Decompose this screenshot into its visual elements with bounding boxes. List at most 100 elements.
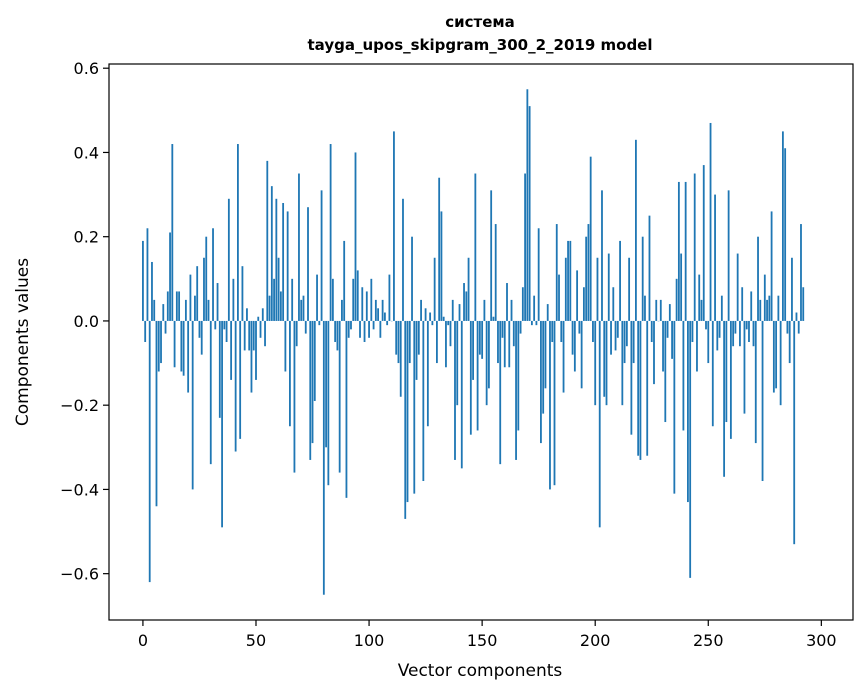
x-tick-label: 0 xyxy=(138,631,148,650)
bar xyxy=(270,186,273,321)
bar xyxy=(540,320,542,444)
bar xyxy=(273,278,275,321)
bar xyxy=(508,320,511,368)
bar xyxy=(763,274,766,321)
bar xyxy=(284,320,287,372)
bar xyxy=(295,320,298,347)
bar xyxy=(157,320,160,372)
bar xyxy=(189,274,192,321)
bar xyxy=(567,240,569,321)
bar xyxy=(759,299,762,321)
bar xyxy=(494,224,497,321)
bar xyxy=(354,152,357,321)
bar xyxy=(698,274,701,321)
bar xyxy=(802,287,805,321)
bar xyxy=(777,295,780,321)
bar xyxy=(619,240,621,321)
bar xyxy=(417,320,420,355)
bar xyxy=(637,320,640,456)
bar xyxy=(460,320,463,469)
bar xyxy=(739,320,741,347)
bar xyxy=(691,320,694,342)
bar xyxy=(696,320,698,372)
y-tick-label: 0.4 xyxy=(74,143,99,162)
bar xyxy=(607,253,610,321)
bar xyxy=(517,320,520,431)
bar xyxy=(221,320,223,528)
bar xyxy=(155,320,158,507)
bar xyxy=(558,274,560,321)
bar xyxy=(526,89,529,321)
bar xyxy=(454,320,456,460)
bar xyxy=(542,320,545,414)
bar xyxy=(223,320,226,330)
bar xyxy=(153,299,156,321)
bar xyxy=(488,320,490,389)
bar xyxy=(562,320,565,393)
bar xyxy=(142,240,144,321)
bar xyxy=(424,308,427,321)
bar xyxy=(707,320,710,364)
bar xyxy=(497,320,499,364)
bar xyxy=(666,320,669,338)
bar xyxy=(621,320,624,406)
bar xyxy=(313,320,316,401)
bar xyxy=(368,320,370,338)
bar xyxy=(456,320,459,406)
chart-subtitle: tayga_upos_skipgram_300_2_2019 model xyxy=(308,36,653,54)
bar xyxy=(601,190,603,321)
bar xyxy=(250,320,253,393)
bar xyxy=(184,299,187,321)
bar xyxy=(535,320,538,326)
bar xyxy=(289,320,291,427)
bar xyxy=(415,320,418,380)
x-tick-label: 300 xyxy=(806,631,837,650)
bar xyxy=(650,320,653,342)
bar xyxy=(411,236,413,321)
bar xyxy=(259,320,262,338)
bar xyxy=(311,320,314,444)
bar xyxy=(635,139,637,321)
bar xyxy=(483,299,486,321)
bar xyxy=(515,320,517,460)
bar xyxy=(433,257,436,321)
bar xyxy=(248,320,251,351)
bar xyxy=(316,274,318,321)
bar xyxy=(449,320,452,347)
bar xyxy=(383,312,386,321)
bar xyxy=(205,236,208,321)
bar xyxy=(232,278,235,321)
bar xyxy=(338,320,341,473)
bar xyxy=(445,320,447,368)
bar xyxy=(209,320,212,465)
bar xyxy=(343,240,346,321)
bar xyxy=(490,190,493,321)
bar xyxy=(628,257,631,321)
bar xyxy=(655,299,658,321)
bar xyxy=(684,181,687,321)
bar xyxy=(596,257,599,321)
bar xyxy=(436,320,438,364)
bar xyxy=(795,312,798,321)
bar xyxy=(503,320,506,368)
bar xyxy=(309,320,312,460)
bar xyxy=(347,320,350,338)
bar xyxy=(549,320,551,490)
bar xyxy=(218,320,221,418)
bar xyxy=(474,173,477,321)
bar xyxy=(675,278,678,321)
bar xyxy=(560,320,563,342)
x-tick-label: 150 xyxy=(467,631,498,650)
bar xyxy=(345,320,348,498)
bar xyxy=(352,278,355,321)
bar xyxy=(630,320,633,435)
bar xyxy=(788,320,791,364)
bar xyxy=(662,320,664,372)
bar xyxy=(334,320,337,342)
bar xyxy=(555,224,558,321)
bar xyxy=(200,320,203,355)
bar xyxy=(668,304,671,321)
bar xyxy=(318,320,321,326)
bar xyxy=(506,283,508,321)
bar xyxy=(144,320,147,342)
